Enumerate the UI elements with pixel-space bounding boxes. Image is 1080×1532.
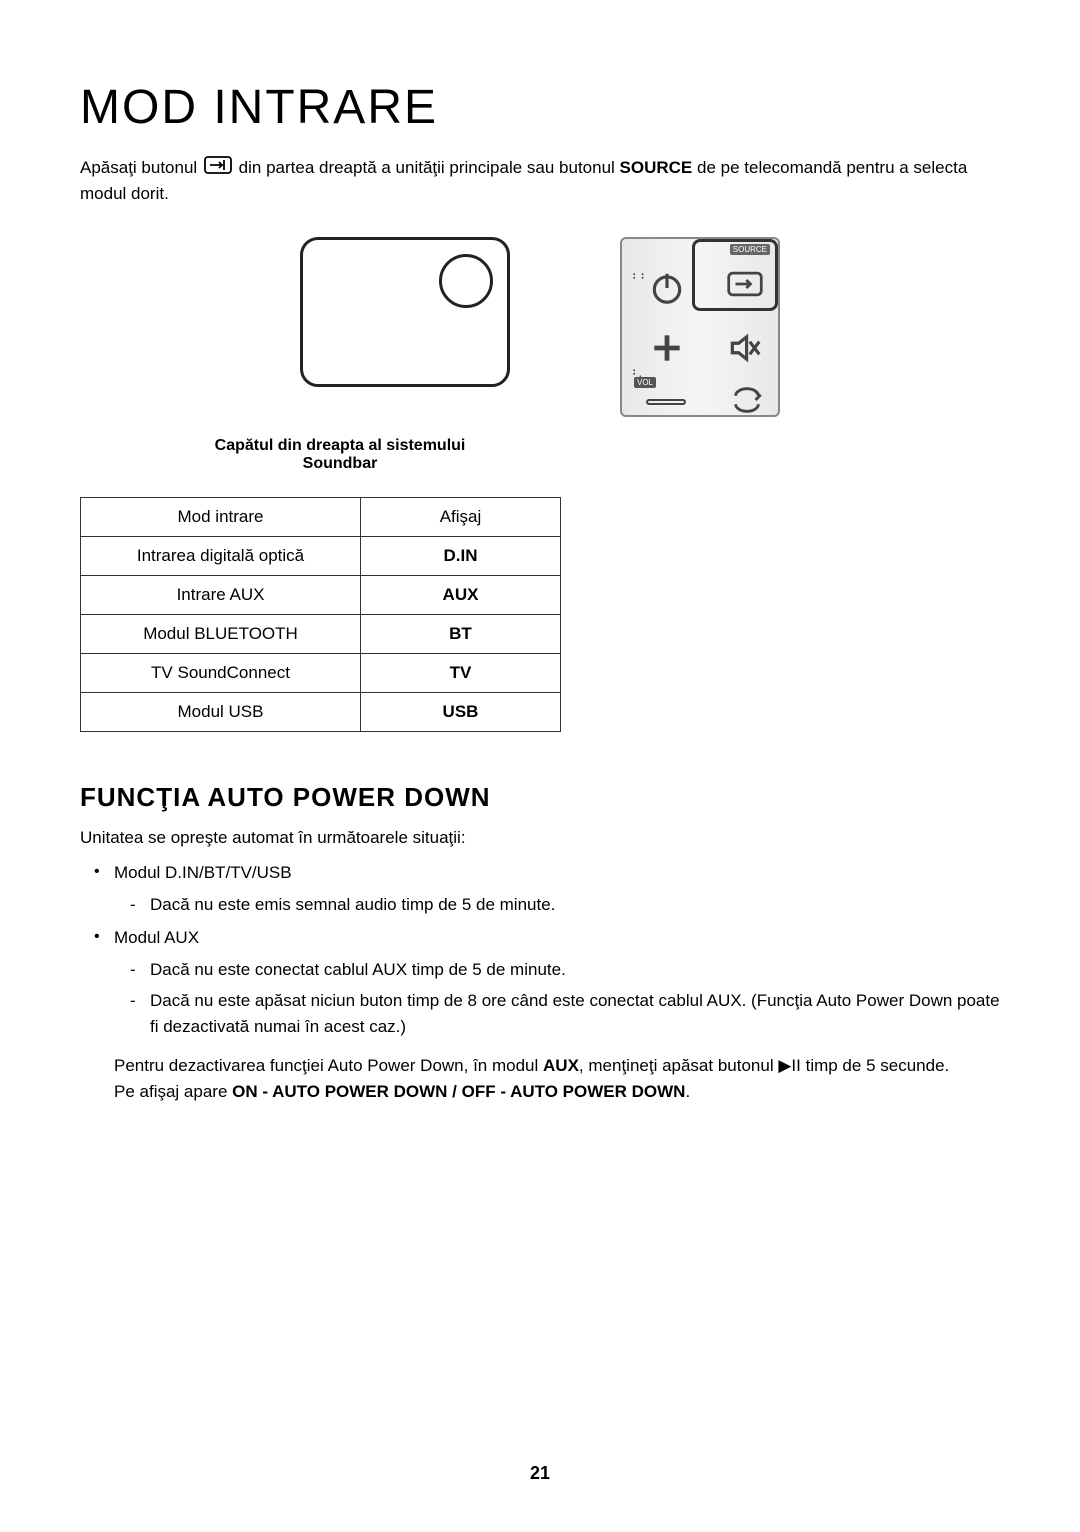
table-row: TV SoundConnect TV (81, 653, 561, 692)
table-row: Mod intrare Afişaj (81, 497, 561, 536)
note-text: timp de 5 secunde. (801, 1056, 949, 1075)
remote-vol-label: VOL (634, 377, 656, 388)
list-item: Modul AUX Dacă nu este conectat cablul A… (90, 925, 1000, 1039)
note-paragraph: Pentru dezactivarea funcţiei Auto Power … (80, 1053, 1000, 1104)
table-cell: TV (361, 653, 561, 692)
source-icon (726, 265, 764, 303)
power-icon (648, 269, 686, 307)
remote-bottom-button-icon (646, 399, 686, 405)
source-inline-icon (204, 156, 232, 182)
intro-paragraph: Apăsaţi butonul din partea dreaptă a uni… (80, 155, 1000, 207)
table-cell: AUX (361, 575, 561, 614)
soundbar-button-circle (439, 254, 493, 308)
page-number: 21 (0, 1463, 1080, 1484)
soundbar-end-figure (300, 237, 510, 417)
note-aux: AUX (543, 1056, 579, 1075)
list-item: Dacă nu este apăsat niciun buton timp de… (130, 988, 1000, 1039)
table-row: Intrare AUX AUX (81, 575, 561, 614)
list-item: Dacă nu este emis semnal audio timp de 5… (130, 892, 1000, 918)
sub-list: Dacă nu este conectat cablul AUX timp de… (114, 957, 1000, 1040)
table-cell: D.IN (361, 536, 561, 575)
volume-plus-icon (648, 329, 686, 367)
remote-dots-icon: ᛬᛬ (630, 273, 647, 280)
remote-dots2-icon: ᛬. (630, 369, 642, 376)
intro-text-before: Apăsaţi butonul (80, 158, 202, 177)
list-item: Modul D.IN/BT/TV/USB Dacă nu este emis s… (90, 860, 1000, 917)
figure-caption: Capătul din dreapta al sistemului Soundb… (180, 437, 500, 473)
page-title: MOD INTRARE (80, 80, 1000, 135)
mode-table: Mod intrare Afişaj Intrarea digitală opt… (80, 497, 561, 732)
source-word: SOURCE (620, 158, 693, 177)
table-header-mode: Mod intrare (81, 497, 361, 536)
remote-figure: SOURCE ᛬᛬ ᛬. VOL (620, 237, 780, 417)
table-row: Intrarea digitală optică D.IN (81, 536, 561, 575)
note-text: Pe afişaj apare (114, 1082, 232, 1101)
bullet-label: Modul AUX (114, 928, 199, 947)
section-title: FUNCŢIA AUTO POWER DOWN (80, 782, 1000, 813)
table-cell: USB (361, 692, 561, 731)
table-cell: BT (361, 614, 561, 653)
soundbar-end-box (300, 237, 510, 387)
sub-list: Dacă nu este emis semnal audio timp de 5… (114, 892, 1000, 918)
section-lead: Unitatea se opreşte automat în următoare… (80, 825, 1000, 851)
note-text: . (685, 1082, 690, 1101)
table-cell: TV SoundConnect (81, 653, 361, 692)
table-row: Modul USB USB (81, 692, 561, 731)
table-row: Modul BLUETOOTH BT (81, 614, 561, 653)
page-content: MOD INTRARE Apăsaţi butonul din partea d… (0, 0, 1080, 1104)
table-cell: Modul BLUETOOTH (81, 614, 361, 653)
mute-icon (726, 329, 764, 367)
figures-row: SOURCE ᛬᛬ ᛬. VOL (80, 237, 1000, 417)
table-cell: Modul USB (81, 692, 361, 731)
table-cell: Intrarea digitală optică (81, 536, 361, 575)
bullet-label: Modul D.IN/BT/TV/USB (114, 863, 292, 882)
repeat-icon (730, 387, 764, 413)
bullet-list: Modul D.IN/BT/TV/USB Dacă nu este emis s… (80, 860, 1000, 1039)
table-cell: Intrare AUX (81, 575, 361, 614)
note-text: Pentru dezactivarea funcţiei Auto Power … (114, 1056, 543, 1075)
remote-source-label: SOURCE (730, 244, 770, 255)
play-pause-icon: ▶II (778, 1056, 801, 1075)
note-onoff: ON - AUTO POWER DOWN / OFF - AUTO POWER … (232, 1082, 685, 1101)
table-header-display: Afişaj (361, 497, 561, 536)
intro-text-after: din partea dreaptă a unităţii principale… (239, 158, 620, 177)
list-item: Dacă nu este conectat cablul AUX timp de… (130, 957, 1000, 983)
note-text: , menţineţi apăsat butonul (579, 1056, 778, 1075)
